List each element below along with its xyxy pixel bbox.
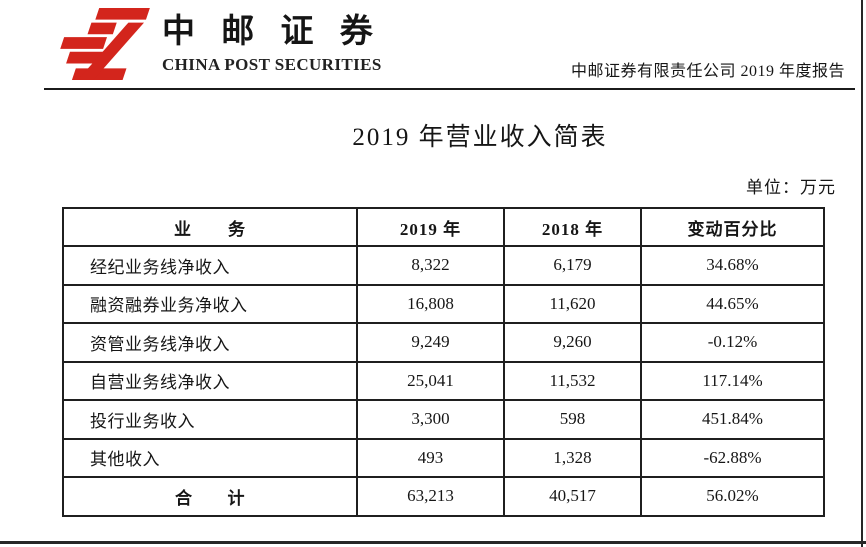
table-row: 自营业务线净收入 25,041 11,532 117.14%	[62, 360, 825, 401]
value-change: 34.68%	[640, 245, 825, 286]
header-divider	[44, 88, 855, 90]
brand-header: 中 邮 证 券 CHINA POST SECURITIES	[60, 6, 382, 82]
value-2019: 3,300	[356, 399, 505, 440]
column-header-2018: 2018 年	[503, 207, 642, 247]
column-header-business: 业 务	[62, 207, 358, 247]
value-change: 117.14%	[640, 360, 825, 401]
value-2019: 493	[356, 437, 505, 478]
total-change: 56.02%	[640, 476, 825, 517]
row-label: 自营业务线净收入	[62, 360, 358, 401]
value-change: -0.12%	[640, 322, 825, 363]
revenue-table: 业 务 2019 年 2018 年 变动百分比 经纪业务线净收入 8,322 6…	[62, 207, 825, 517]
row-label: 融资融券业务净收入	[62, 283, 358, 324]
total-label: 合 计	[62, 476, 358, 517]
table-row: 资管业务线净收入 9,249 9,260 -0.12%	[62, 322, 825, 363]
page-edge-right	[861, 0, 863, 547]
table-header-row: 业 务 2019 年 2018 年 变动百分比	[62, 207, 825, 247]
total-2018: 40,517	[503, 476, 642, 517]
value-2019: 25,041	[356, 360, 505, 401]
unit-note: 单位：万元	[746, 178, 836, 197]
page-title: 2019 年营业收入简表	[352, 124, 608, 151]
value-change: 44.65%	[640, 283, 825, 324]
row-label: 资管业务线净收入	[62, 322, 358, 363]
table-row: 投行业务收入 3,300 598 451.84%	[62, 399, 825, 440]
row-label: 经纪业务线净收入	[62, 245, 358, 286]
table-total-row: 合 计 63,213 40,517 56.02%	[62, 476, 825, 517]
total-2019: 63,213	[356, 476, 505, 517]
value-2018: 11,620	[503, 283, 642, 324]
value-2019: 16,808	[356, 283, 505, 324]
table-row: 经纪业务线净收入 8,322 6,179 34.68%	[62, 245, 825, 286]
value-change: 451.84%	[640, 399, 825, 440]
report-running-head: 中邮证券有限责任公司 2019 年度报告	[570, 63, 845, 80]
value-2019: 8,322	[356, 245, 505, 286]
table-row: 融资融券业务净收入 16,808 11,620 44.65%	[62, 283, 825, 324]
row-label: 投行业务收入	[62, 399, 358, 440]
brand-name-english: CHINA POST SECURITIES	[162, 54, 382, 74]
brand-name-chinese: 中 邮 证 券	[162, 14, 382, 50]
page-edge-bottom	[0, 541, 866, 544]
value-2019: 9,249	[356, 322, 505, 363]
column-header-change: 变动百分比	[640, 207, 825, 247]
china-post-logo-icon	[60, 7, 150, 81]
value-change: -62.88%	[640, 437, 825, 478]
table-row: 其他收入 493 1,328 -62.88%	[62, 437, 825, 478]
row-label: 其他收入	[62, 437, 358, 478]
value-2018: 6,179	[503, 245, 642, 286]
brand-text: 中 邮 证 券 CHINA POST SECURITIES	[162, 6, 382, 75]
value-2018: 1,328	[503, 437, 642, 478]
value-2018: 11,532	[503, 360, 642, 401]
column-header-2019: 2019 年	[356, 207, 505, 247]
value-2018: 598	[503, 399, 642, 440]
value-2018: 9,260	[503, 322, 642, 363]
